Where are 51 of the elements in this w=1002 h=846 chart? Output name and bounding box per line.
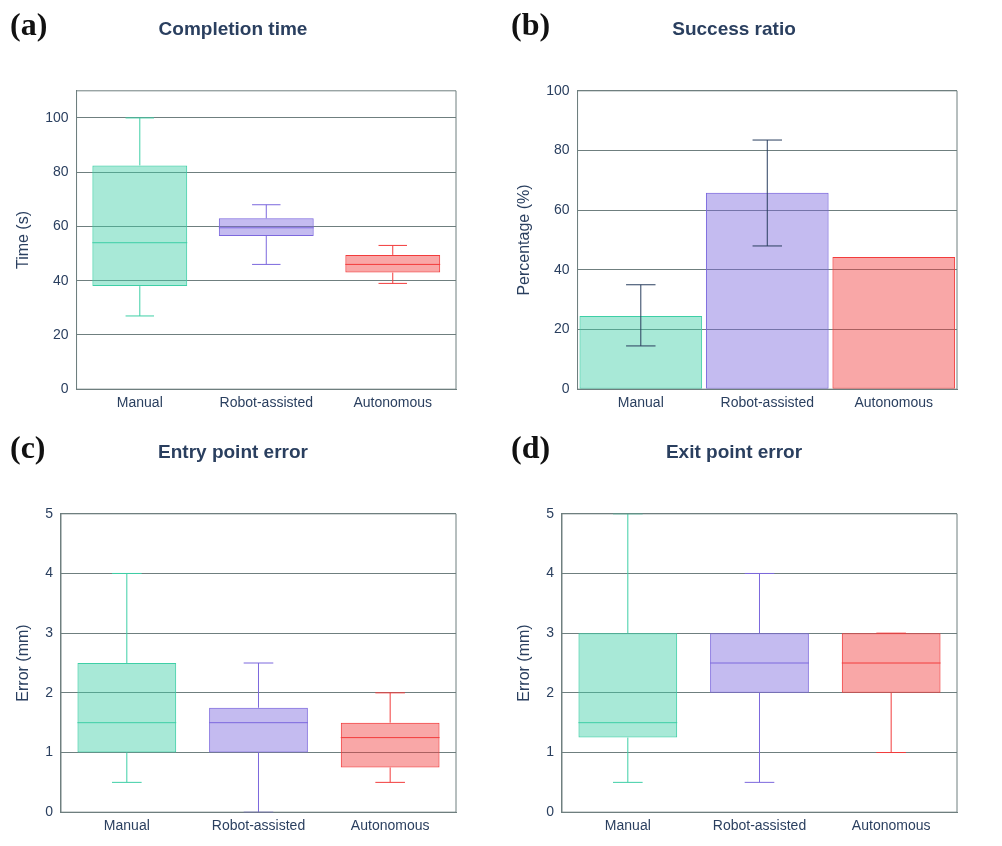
y-tick-label: 3 — [546, 624, 555, 641]
y-tick-label: 80 — [553, 141, 570, 158]
y-axis-title: Error (mm) — [14, 624, 32, 702]
x-tick-label: Manual — [116, 394, 163, 411]
y-tick-label: 20 — [553, 320, 570, 337]
text: (d) — [511, 429, 551, 466]
y-tick-label: 0 — [60, 380, 69, 397]
y-tick-label: 60 — [52, 217, 69, 234]
y-tick-label: 2 — [45, 683, 54, 700]
x-tick-label: Robot-assisted — [219, 394, 313, 411]
x-tick-label: Robot-assisted — [211, 817, 306, 834]
text: (a) — [10, 6, 48, 43]
y-tick-label: 100 — [45, 108, 69, 125]
y-axis-title: Percentage (%) — [515, 184, 533, 296]
chart-title: Success ratio — [672, 17, 796, 39]
y-tick-label: 0 — [546, 803, 555, 820]
y-tick-label: 0 — [561, 380, 570, 397]
y-axis-title: Error (mm) — [515, 624, 533, 702]
text: (b) — [511, 6, 551, 43]
y-tick-label: 40 — [553, 260, 570, 277]
bar — [705, 192, 829, 389]
y-tick-label: 3 — [45, 624, 54, 641]
bar — [832, 257, 956, 389]
y-tick-label: 5 — [546, 504, 555, 521]
y-tick-label: 5 — [45, 504, 54, 521]
x-tick-label: Autonomous — [854, 394, 934, 411]
x-tick-label: Autonomous — [350, 817, 430, 834]
y-tick-label: 40 — [52, 271, 69, 288]
y-tick-label: 60 — [553, 201, 570, 218]
x-tick-label: Robot-assisted — [720, 394, 814, 411]
y-tick-label: 20 — [52, 325, 69, 342]
x-tick-label: Manual — [617, 394, 664, 411]
bar — [579, 316, 703, 389]
y-tick-label: 1 — [546, 743, 555, 760]
x-tick-label: Autonomous — [851, 817, 931, 834]
y-tick-label: 4 — [45, 564, 54, 581]
y-tick-label: 4 — [546, 564, 555, 581]
x-tick-label: Manual — [103, 817, 150, 834]
y-tick-label: 1 — [45, 743, 54, 760]
y-tick-label: 100 — [546, 81, 570, 98]
x-tick-label: Robot-assisted — [712, 817, 807, 834]
y-tick-label: 80 — [52, 163, 69, 180]
text: (c) — [10, 429, 46, 466]
chart-title: Exit point error — [665, 440, 803, 462]
chart-title: Completion time — [158, 17, 308, 39]
chart-title: Entry point error — [158, 440, 309, 462]
y-axis-title: Time (s) — [14, 210, 32, 270]
y-tick-label: 0 — [45, 803, 54, 820]
x-tick-label: Autonomous — [353, 394, 433, 411]
x-tick-label: Manual — [604, 817, 651, 834]
y-tick-label: 2 — [546, 683, 555, 700]
